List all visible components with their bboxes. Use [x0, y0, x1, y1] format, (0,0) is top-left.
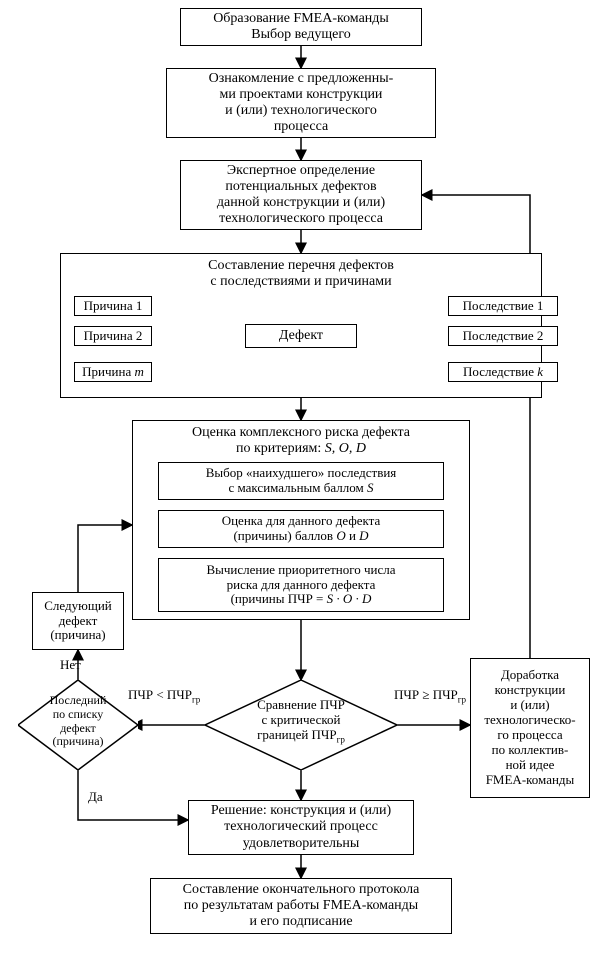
node-expert-defects: Экспертное определение потенциальных деф…: [180, 160, 422, 230]
cause-2: Причина 2: [74, 326, 152, 346]
text: Вычисление приоритетного числариска для …: [206, 563, 395, 608]
defect-box: Дефект: [245, 324, 357, 348]
cause-1: Причина 1: [74, 296, 152, 316]
text: Последствие 1: [463, 299, 544, 314]
text: Причина m: [82, 365, 144, 380]
consequence-1: Последствие 1: [448, 296, 558, 316]
decision-last-defect: Последний по списку дефект (причина): [18, 680, 138, 770]
node-protocol: Составление окончательного протокола по …: [150, 878, 452, 934]
consequence-k: Последствие k: [448, 362, 558, 382]
n5c-rpn: Вычисление приоритетного числариска для …: [158, 558, 444, 612]
text: Последний по списку дефект (причина): [18, 694, 138, 749]
text: Доработка конструкции и (или) технологич…: [484, 668, 575, 788]
text: Причина 1: [84, 299, 143, 314]
consequence-2: Последствие 2: [448, 326, 558, 346]
node-satisfactory: Решение: конструкция и (или) технологиче…: [188, 800, 414, 855]
node-familiarize: Ознакомление с предложенны- ми проектами…: [166, 68, 436, 138]
text: Следующий дефект (причина): [44, 599, 112, 644]
node-rework: Доработка конструкции и (или) технологич…: [470, 658, 590, 798]
n4-title: Составление перечня дефектов с последств…: [61, 258, 541, 290]
text: Дефект: [279, 328, 323, 344]
text: Причина 2: [84, 329, 143, 344]
text: Последствие k: [463, 365, 543, 380]
text: Последствие 2: [463, 329, 544, 344]
label-no: Нет: [60, 658, 81, 673]
decision-compare: Сравнение ПЧРс критическойграницей ПЧРгр: [205, 680, 397, 770]
label-yes: Да: [88, 790, 103, 805]
label-ge: ПЧР ≥ ПЧРгр: [394, 688, 466, 705]
n5-title: Оценка комплексного риска дефекта по кри…: [133, 425, 469, 457]
node-form-team: Образование FMEA-команды Выбор ведущего: [180, 8, 422, 46]
cause-m: Причина m: [74, 362, 152, 382]
text: Составление окончательного протокола по …: [183, 882, 420, 930]
n5a-worst: Выбор «наихудшего» последствияс максимал…: [158, 462, 444, 500]
text: Решение: конструкция и (или) технологиче…: [211, 803, 391, 851]
text: Сравнение ПЧРс критическойграницей ПЧРгр: [205, 698, 397, 745]
n5b-od: Оценка для данного дефекта(причины) балл…: [158, 510, 444, 548]
text: Экспертное определение потенциальных деф…: [217, 163, 385, 227]
label-lt: ПЧР < ПЧРгр: [128, 688, 200, 705]
next-defect: Следующий дефект (причина): [32, 592, 124, 650]
text: Выбор «наихудшего» последствияс максимал…: [206, 466, 397, 496]
text: Оценка для данного дефекта(причины) балл…: [222, 514, 381, 544]
text: Ознакомление с предложенны- ми проектами…: [209, 71, 394, 135]
text: Образование FMEA-команды Выбор ведущего: [213, 11, 389, 43]
